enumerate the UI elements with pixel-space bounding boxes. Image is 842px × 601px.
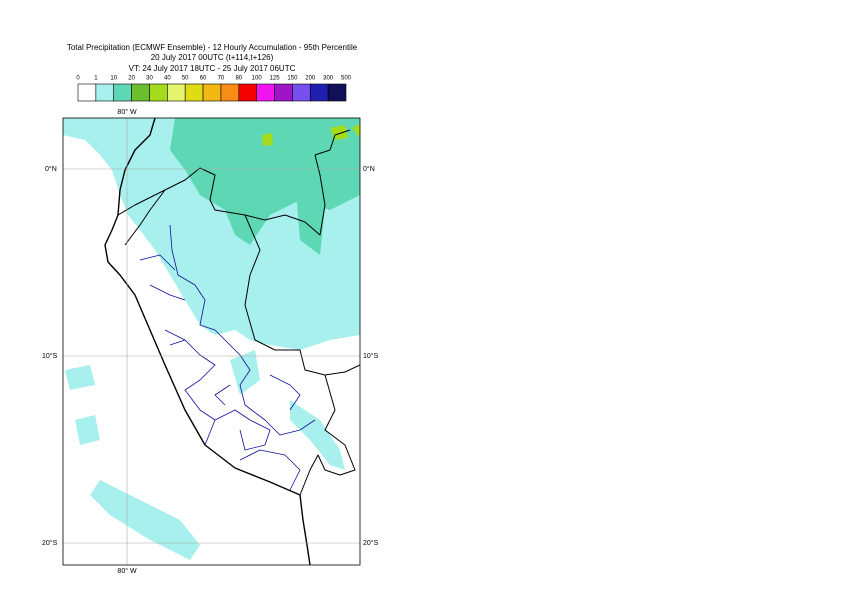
legend-label: 0 xyxy=(76,76,80,82)
legend-label: 30 xyxy=(146,76,153,82)
legend-swatch xyxy=(149,83,168,102)
lat-label: 20°S xyxy=(363,539,379,547)
legend-swatch xyxy=(131,83,150,102)
title-line: Total Precipitation (ECMWF Ensemble) - 1… xyxy=(67,43,358,52)
lat-label: 0°N xyxy=(45,165,57,173)
legend-label: 200 xyxy=(305,76,316,82)
legend-label: 100 xyxy=(252,76,263,82)
legend-swatch xyxy=(167,83,186,102)
legend-label: 50 xyxy=(182,76,189,82)
legend-label: 500 xyxy=(341,76,352,82)
legend-label: 80 xyxy=(235,76,242,82)
lat-label: 20°S xyxy=(42,539,58,547)
map: 80° W 80° W 0°N 0°N 10°S 10°S 20°S 20°S xyxy=(42,108,379,575)
legend-swatch xyxy=(327,83,347,102)
legend-swatch xyxy=(292,83,311,102)
precip-medium xyxy=(295,130,330,255)
lat-label: 10°S xyxy=(363,352,379,360)
legend-label: 60 xyxy=(200,76,207,82)
legend-swatch xyxy=(309,83,329,102)
legend-label: 20 xyxy=(128,76,135,82)
legend-swatch xyxy=(184,83,204,102)
legend-swatch xyxy=(238,83,257,102)
lat-label: 0°N xyxy=(363,165,375,173)
legend-swatch xyxy=(256,83,275,102)
legend: 0 1 10 20 30 40 50 60 70 80 100 125 150 200 300 500 xyxy=(76,76,352,102)
legend-label: 40 xyxy=(164,76,171,82)
precip-heavy xyxy=(262,124,360,146)
legend-label: 300 xyxy=(323,76,334,82)
region-border xyxy=(139,224,316,491)
lon-label: 80° W xyxy=(117,567,137,575)
legend-swatch xyxy=(202,83,222,102)
border xyxy=(117,129,360,496)
precip-light xyxy=(65,350,260,445)
title-line: 20 July 2017 00UTC (t+114,t+126) xyxy=(151,53,274,62)
legend-label: 70 xyxy=(218,76,225,82)
legend-label: 150 xyxy=(287,76,298,82)
legend-label: 10 xyxy=(110,76,117,82)
legend-swatch xyxy=(274,83,293,102)
lon-label: 80° W xyxy=(117,108,137,116)
precip-light xyxy=(290,400,345,470)
legend-label: 125 xyxy=(270,76,281,82)
coastline xyxy=(104,118,311,565)
legend-swatch xyxy=(77,83,97,102)
legend-label: 1 xyxy=(94,76,98,82)
title-line: VT: 24 July 2017 18UTC - 25 July 2017 06… xyxy=(129,64,296,73)
map-frame xyxy=(62,117,361,566)
precip-light xyxy=(90,480,200,560)
legend-swatch xyxy=(113,83,132,102)
legend-swatch xyxy=(95,83,115,102)
lat-label: 10°S xyxy=(42,352,58,360)
legend-swatch xyxy=(220,83,240,102)
